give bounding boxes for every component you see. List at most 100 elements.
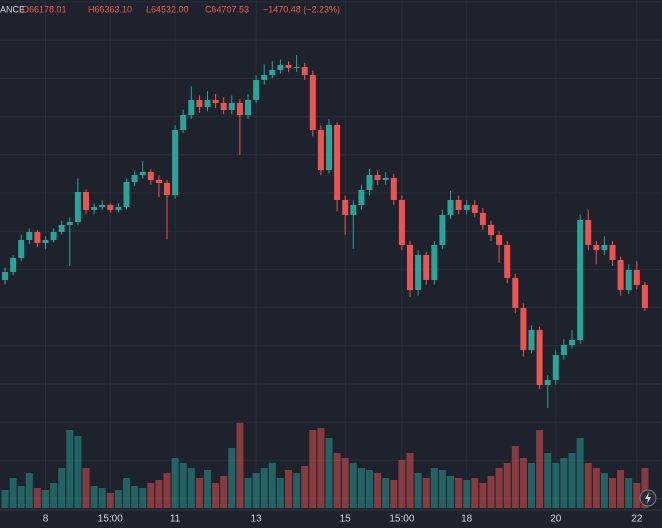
- volume-bar: [617, 470, 625, 508]
- candle-body: [593, 244, 600, 250]
- candle-body: [496, 234, 503, 245]
- volume-bar: [633, 483, 641, 508]
- volume-bar: [195, 478, 203, 508]
- volume-bar: [228, 448, 236, 508]
- volume-pane: [1, 423, 649, 508]
- x-tick-label: 18: [461, 514, 473, 525]
- volume-bar: [430, 468, 438, 508]
- volume-bar: [147, 483, 155, 508]
- candle-body: [301, 67, 308, 75]
- grid: [0, 0, 662, 510]
- x-tick-label: 11: [170, 514, 181, 525]
- volume-bar: [220, 476, 228, 508]
- candle-body: [625, 269, 632, 290]
- candle-body: [536, 329, 543, 385]
- candle-body: [115, 207, 122, 210]
- volume-bar: [74, 436, 82, 508]
- volume-bar: [463, 480, 471, 508]
- volume-bar: [268, 463, 276, 508]
- volume-bar: [9, 478, 17, 508]
- volume-bar: [42, 490, 49, 508]
- candle-body: [277, 64, 284, 70]
- volume-bar: [455, 478, 463, 508]
- candle-body: [155, 179, 162, 183]
- candle-body: [236, 102, 243, 115]
- volume-bar: [155, 480, 163, 508]
- volume-bar: [471, 478, 479, 508]
- ohlc-label: −1470.48 (−2.23%): [263, 4, 340, 14]
- candles: [2, 54, 648, 409]
- candle-body: [544, 379, 551, 385]
- volume-bar: [25, 473, 33, 508]
- volume-bar: [1, 490, 9, 508]
- volume-bar: [285, 470, 292, 508]
- candle-body: [585, 219, 592, 245]
- candle-body: [139, 172, 146, 175]
- candle-body: [569, 339, 575, 345]
- candle-body: [99, 204, 106, 207]
- candle-body: [479, 212, 486, 225]
- candle-body: [334, 124, 341, 200]
- candle-body: [34, 232, 41, 243]
- candle-body: [455, 199, 462, 210]
- volume-bar: [171, 458, 179, 508]
- volume-bar: [487, 476, 495, 508]
- candle-body: [10, 257, 17, 272]
- volume-bar: [123, 478, 130, 508]
- candle-body: [50, 232, 57, 240]
- candle-body: [641, 284, 648, 308]
- volume-bar: [276, 478, 284, 508]
- candle-body: [463, 204, 470, 210]
- candle-body: [131, 174, 138, 182]
- volume-bar: [357, 468, 365, 508]
- candle-body: [204, 99, 211, 107]
- volume-bar: [204, 470, 211, 508]
- candle-body: [471, 204, 478, 213]
- volume-bar: [414, 473, 422, 508]
- candle-body: [407, 244, 413, 290]
- volume-bar: [349, 463, 357, 508]
- volume-bar: [609, 478, 616, 508]
- candle-body: [228, 102, 235, 110]
- candle-body: [123, 182, 130, 207]
- volume-bar: [625, 478, 633, 508]
- volume-bar: [317, 428, 325, 508]
- ohlc-label: C64707.53: [205, 4, 249, 14]
- volume-bar: [495, 468, 503, 508]
- x-tick-label: 13: [251, 514, 263, 525]
- candle-body: [326, 124, 332, 170]
- volume-bar: [366, 470, 373, 508]
- candle-body: [633, 269, 640, 285]
- candle-body: [26, 232, 33, 240]
- volume-bar: [90, 486, 98, 508]
- volume-bar: [260, 468, 268, 508]
- ohlc-label: O66178.01: [22, 4, 67, 14]
- symbol-label: ANCE: [0, 4, 25, 14]
- candle-body: [220, 102, 227, 110]
- candle-body: [74, 192, 81, 222]
- x-tick-label: 22: [631, 514, 643, 525]
- candle-body: [196, 99, 203, 107]
- candle-body: [91, 207, 98, 210]
- volume-bar: [568, 453, 576, 508]
- candle-body: [285, 64, 292, 68]
- volume-bar: [341, 458, 349, 508]
- lightning-icon: [639, 489, 657, 507]
- candle-body: [261, 74, 268, 80]
- candle-body: [528, 329, 535, 350]
- candle-body: [66, 222, 73, 225]
- volume-bar: [252, 473, 260, 508]
- candle-body: [374, 174, 381, 180]
- candle-body: [617, 259, 624, 290]
- volume-bar: [98, 488, 106, 508]
- candle-body: [253, 79, 260, 100]
- volume-bar: [212, 483, 220, 508]
- candle-body: [358, 189, 365, 205]
- x-tick-label: 20: [550, 514, 562, 525]
- candle-body: [180, 114, 187, 130]
- volume-bar: [576, 438, 584, 508]
- candle-body: [390, 177, 397, 200]
- volume-bar: [528, 463, 535, 508]
- volume-bar: [438, 470, 446, 508]
